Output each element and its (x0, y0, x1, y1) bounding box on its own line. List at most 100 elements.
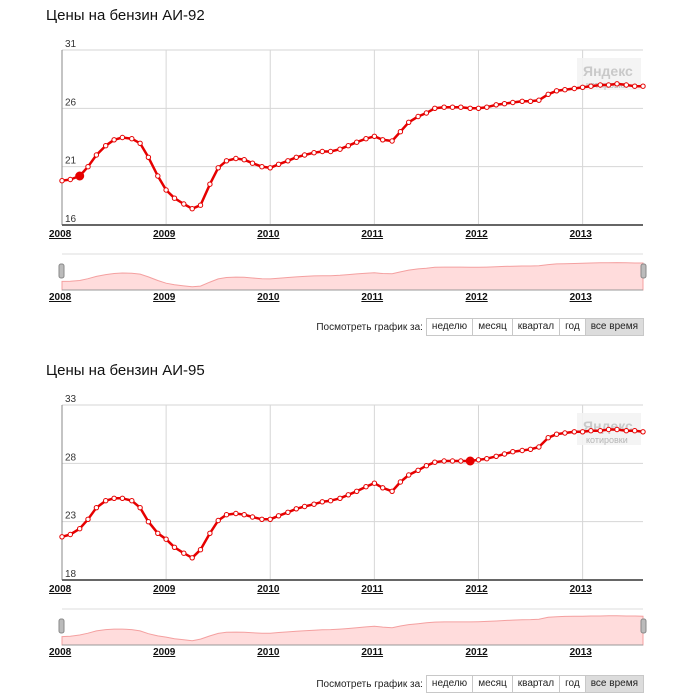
data-point[interactable] (501, 451, 508, 457)
data-point[interactable] (501, 101, 508, 107)
navigator-left-handle[interactable] (58, 618, 65, 634)
data-point[interactable] (519, 447, 525, 454)
data-point[interactable] (129, 498, 135, 504)
data-point[interactable] (267, 165, 273, 171)
period-year-button[interactable]: год (559, 318, 586, 336)
data-point[interactable] (233, 155, 239, 162)
data-point[interactable] (233, 510, 239, 517)
data-point[interactable] (85, 516, 91, 523)
period-year-button[interactable]: год (559, 675, 586, 693)
x-tick-label[interactable]: 2013 (570, 229, 593, 240)
data-point[interactable] (145, 519, 152, 525)
data-point[interactable] (129, 136, 135, 142)
data-point[interactable] (293, 506, 299, 512)
x-tick-label[interactable]: 2011 (361, 584, 383, 595)
data-point[interactable] (155, 173, 161, 179)
period-quarter-button[interactable]: квартал (511, 675, 561, 693)
data-point[interactable] (241, 157, 247, 163)
data-point[interactable] (545, 435, 551, 441)
data-point[interactable] (614, 81, 620, 87)
navigator-x-tick-label[interactable]: 2013 (570, 292, 593, 303)
data-point[interactable] (484, 456, 490, 462)
data-point[interactable] (311, 501, 317, 507)
data-point[interactable] (380, 137, 386, 143)
data-point[interactable] (484, 104, 490, 110)
period-all-time-button[interactable]: все время (584, 675, 644, 693)
data-point[interactable] (614, 426, 620, 433)
data-point[interactable] (145, 154, 152, 161)
navigator-x-tick-label[interactable]: 2008 (49, 647, 72, 658)
data-point[interactable] (197, 202, 204, 208)
data-point[interactable] (319, 499, 325, 505)
data-point[interactable] (181, 201, 187, 207)
data-point[interactable] (371, 133, 378, 140)
data-point[interactable] (632, 428, 638, 434)
data-point[interactable] (632, 83, 638, 89)
data-point[interactable] (432, 105, 438, 112)
period-all-time-button[interactable]: все время (584, 318, 644, 336)
data-point[interactable] (301, 503, 308, 510)
data-point[interactable] (597, 82, 603, 88)
data-point[interactable] (259, 516, 265, 523)
data-point[interactable] (449, 458, 456, 464)
data-point[interactable] (354, 139, 360, 145)
data-point[interactable] (163, 187, 169, 193)
data-point[interactable] (605, 426, 612, 433)
data-point[interactable] (275, 161, 282, 168)
period-quarter-button[interactable]: квартал (511, 318, 561, 336)
data-point[interactable] (215, 165, 221, 171)
x-tick-label[interactable]: 2010 (257, 584, 280, 595)
x-tick-label[interactable]: 2010 (257, 229, 280, 240)
navigator-left-handle[interactable] (58, 263, 65, 279)
data-point[interactable] (311, 150, 317, 156)
data-point[interactable] (327, 148, 334, 155)
x-tick-label[interactable]: 2009 (153, 229, 176, 240)
data-point[interactable] (553, 431, 560, 437)
data-point[interactable] (415, 467, 421, 474)
period-month-button[interactable]: месяц (472, 675, 513, 693)
data-point[interactable] (293, 154, 299, 161)
data-point[interactable] (510, 449, 516, 455)
data-point[interactable] (197, 547, 204, 553)
data-point[interactable] (301, 152, 308, 158)
navigator-x-tick-label[interactable]: 2010 (257, 647, 280, 658)
data-point[interactable] (363, 136, 369, 142)
data-point[interactable] (519, 98, 525, 105)
data-point[interactable] (103, 498, 109, 504)
data-point[interactable] (441, 458, 447, 464)
data-point[interactable] (553, 88, 560, 94)
x-tick-label[interactable]: 2008 (49, 229, 72, 240)
data-point[interactable] (493, 102, 499, 108)
data-point[interactable] (536, 444, 542, 450)
data-point[interactable] (189, 555, 195, 561)
data-point[interactable] (155, 530, 161, 537)
data-point[interactable] (111, 137, 117, 143)
data-point[interactable] (85, 164, 91, 170)
period-month-button[interactable]: месяц (472, 318, 513, 336)
data-point[interactable] (267, 516, 273, 523)
data-point[interactable] (67, 531, 74, 538)
data-point[interactable] (215, 517, 221, 524)
data-point[interactable] (397, 479, 404, 485)
navigator-x-tick-label[interactable]: 2008 (49, 292, 72, 303)
data-point[interactable] (493, 453, 499, 460)
x-tick-label[interactable]: 2008 (49, 584, 72, 595)
data-point[interactable] (527, 446, 534, 453)
data-point[interactable] (93, 505, 100, 511)
x-tick-label[interactable]: 2012 (465, 229, 488, 240)
navigator-x-tick-label[interactable]: 2010 (257, 292, 280, 303)
data-point[interactable] (363, 484, 369, 490)
highlighted-point[interactable] (465, 456, 475, 466)
data-point[interactable] (415, 113, 421, 120)
data-point[interactable] (562, 430, 568, 436)
data-point[interactable] (571, 85, 577, 92)
data-point[interactable] (275, 513, 282, 519)
data-point[interactable] (458, 458, 464, 464)
data-point[interactable] (171, 195, 178, 201)
navigator-x-tick-label[interactable]: 2011 (361, 292, 383, 303)
data-point[interactable] (223, 158, 230, 164)
navigator-x-tick-label[interactable]: 2011 (361, 647, 383, 658)
data-point[interactable] (571, 429, 577, 435)
navigator-x-tick-label[interactable]: 2009 (153, 647, 176, 658)
data-point[interactable] (588, 428, 594, 434)
